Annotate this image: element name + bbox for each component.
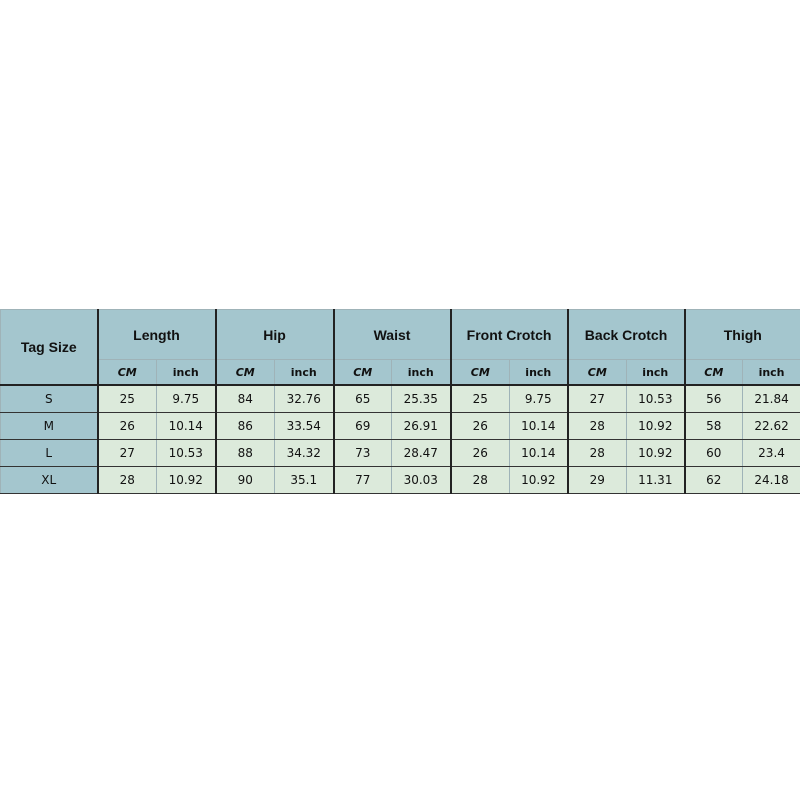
measurement-cell: 10.14	[509, 439, 569, 467]
measurement-cell: 86	[214, 412, 275, 440]
measurement-cell: 28	[96, 466, 157, 494]
group-header-length: Length	[96, 309, 216, 360]
measurement-cell: 73	[332, 439, 392, 467]
measurement-cell: 22.62	[742, 412, 800, 440]
measurement-cell: 25	[449, 384, 511, 413]
size-chart-table: Tag Size Length Hip Waist Front Crotch Back …	[0, 309, 800, 494]
table-row: XL 28 10.92 90 35.1 77 30.03 28 10.92 29 11.31 62 24…	[0, 466, 800, 494]
unit-inch-header: inch	[742, 359, 800, 386]
measurement-cell: 77	[332, 466, 392, 494]
group-header-back-crotch: Back Crotch	[566, 309, 686, 360]
measurement-cell: 29	[566, 466, 628, 494]
measurement-cell: 56	[683, 384, 744, 413]
measurement-cell: 90	[214, 466, 275, 494]
measurement-cell: 34.32	[274, 439, 334, 467]
size-label: XL	[0, 466, 98, 494]
measurement-cell: 10.92	[626, 412, 686, 440]
measurement-cell: 10.14	[509, 412, 569, 440]
measurement-cell: 26	[449, 412, 511, 440]
unit-cm-header: CM	[96, 359, 157, 386]
measurement-cell: 58	[683, 412, 744, 440]
measurement-cell: 10.92	[626, 439, 686, 467]
measurement-cell: 9.75	[156, 384, 216, 413]
table-row: M 26 10.14 86 33.54 69 26.91 26 10.14 28 10.92 58 22…	[0, 412, 800, 440]
unit-cm-header: CM	[332, 359, 392, 386]
measurement-cell: 60	[683, 439, 744, 467]
measurement-cell: 23.4	[742, 439, 800, 467]
measurement-cell: 26.91	[390, 412, 452, 440]
size-label: S	[0, 384, 98, 413]
measurement-cell: 9.75	[509, 384, 569, 413]
measurement-cell: 24.18	[742, 466, 800, 494]
measurement-cell: 21.84	[742, 384, 800, 413]
unit-inch-header: inch	[509, 359, 569, 386]
group-header-hip: Hip	[214, 309, 334, 360]
unit-inch-header: inch	[156, 359, 216, 386]
measurement-cell: 84	[214, 384, 275, 413]
measurement-cell: 26	[96, 412, 157, 440]
measurement-cell: 30.03	[390, 466, 452, 494]
measurement-cell: 27	[566, 384, 628, 413]
measurement-cell: 62	[683, 466, 744, 494]
measurement-cell: 10.92	[509, 466, 569, 494]
size-label: M	[0, 412, 98, 440]
tag-size-header: Tag Size	[0, 309, 98, 386]
measurement-cell: 32.76	[274, 384, 334, 413]
unit-cm-header: CM	[683, 359, 744, 386]
unit-inch-header: inch	[274, 359, 334, 386]
measurement-cell: 28	[449, 466, 511, 494]
measurement-cell: 27	[96, 439, 157, 467]
measurement-cell: 10.92	[156, 466, 216, 494]
measurement-cell: 33.54	[274, 412, 334, 440]
measurement-cell: 26	[449, 439, 511, 467]
measurement-cell: 65	[332, 384, 392, 413]
table-row: S 25 9.75 84 32.76 65 25.35 25 9.75 27 10.53 56 21.8…	[0, 384, 800, 413]
measurement-cell: 10.53	[626, 384, 686, 413]
measurement-cell: 88	[214, 439, 275, 467]
unit-cm-header: CM	[449, 359, 511, 386]
measurement-cell: 28.47	[390, 439, 452, 467]
group-header-thigh: Thigh	[683, 309, 800, 360]
measurement-cell: 69	[332, 412, 392, 440]
measurement-cell: 11.31	[626, 466, 686, 494]
measurement-cell: 10.14	[156, 412, 216, 440]
unit-cm-header: CM	[566, 359, 628, 386]
measurement-cell: 10.53	[156, 439, 216, 467]
table-row: L 27 10.53 88 34.32 73 28.47 26 10.14 28 10.92 60 23…	[0, 439, 800, 467]
measurement-cell: 35.1	[274, 466, 334, 494]
size-label: L	[0, 439, 98, 467]
unit-cm-header: CM	[214, 359, 275, 386]
unit-inch-header: inch	[626, 359, 686, 386]
measurement-cell: 25	[96, 384, 157, 413]
measurement-cell: 28	[566, 412, 628, 440]
group-header-front-crotch: Front Crotch	[449, 309, 569, 360]
measurement-cell: 25.35	[390, 384, 452, 413]
measurement-cell: 28	[566, 439, 628, 467]
group-header-waist: Waist	[332, 309, 452, 360]
unit-inch-header: inch	[390, 359, 452, 386]
